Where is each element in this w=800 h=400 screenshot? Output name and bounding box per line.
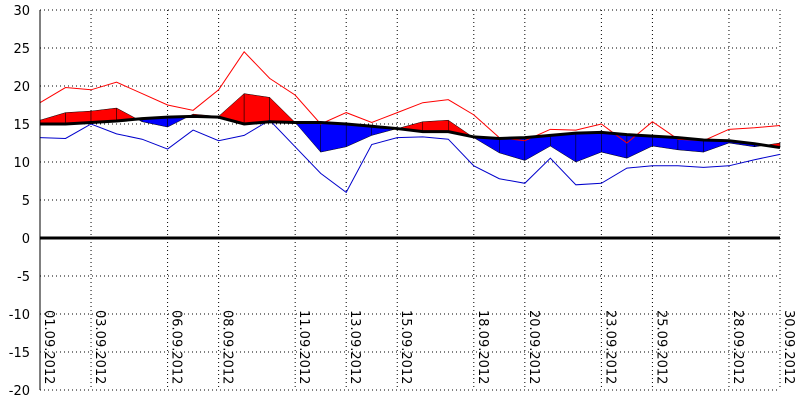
y-tick-label: -15 [9, 346, 30, 361]
x-tick-label: 25.09.2012 [653, 310, 668, 384]
x-tick-label: 01.09.2012 [41, 310, 56, 384]
anomaly-segment [422, 119, 449, 132]
y-tick-label: -10 [9, 308, 30, 323]
x-tick-label: 11.09.2012 [296, 310, 311, 384]
max-temperature-line [39, 51, 781, 144]
x-tick-label: 28.09.2012 [730, 310, 745, 384]
x-tick-label: 23.09.2012 [602, 310, 617, 384]
anomaly-fills [39, 93, 781, 163]
anomaly-segment [294, 122, 321, 153]
min-temperature-line [39, 119, 781, 194]
normal-temperature-line [40, 114, 781, 150]
x-tick-label: 06.09.2012 [169, 310, 184, 384]
x-tick-label: 18.09.2012 [475, 310, 490, 384]
y-tick-label: -20 [9, 384, 30, 399]
x-tick-label: 03.09.2012 [92, 310, 107, 384]
x-tick-label: 20.09.2012 [526, 310, 541, 384]
y-tick-label: 15 [13, 118, 30, 133]
y-tick-label: 30 [13, 4, 30, 19]
anomaly-segment [626, 134, 653, 159]
series-lines [39, 51, 781, 194]
anomaly-segment [575, 132, 602, 163]
anomaly-segment [269, 96, 296, 123]
y-tick-label: -5 [17, 270, 30, 285]
x-tick-labels: 01.09.2012 03.09.2012 06.09.2012 08.09.2012… [41, 310, 796, 384]
anomaly-segment [550, 132, 577, 163]
x-tick-label: 13.09.2012 [347, 310, 362, 384]
anomaly-segment [499, 137, 526, 161]
axes [39, 10, 780, 390]
anomaly-segment [243, 93, 270, 125]
y-tick-label: 25 [13, 42, 30, 57]
anomaly-segment [320, 122, 347, 153]
anomaly-segment [601, 132, 628, 159]
x-tick-label: 08.09.2012 [220, 310, 235, 384]
y-tick-label: 5 [22, 194, 30, 209]
x-tick-label: 30.09.2012 [781, 310, 796, 384]
anomaly-segment [39, 112, 66, 125]
y-tick-label: 10 [13, 156, 30, 171]
x-tick-label: 15.09.2012 [398, 310, 413, 384]
y-tick-label: 0 [22, 232, 30, 247]
y-tick-label: 20 [13, 80, 30, 95]
y-tick-labels: 30 25 20 15 10 5 0 -5 -10 -15 -20 [9, 4, 30, 399]
